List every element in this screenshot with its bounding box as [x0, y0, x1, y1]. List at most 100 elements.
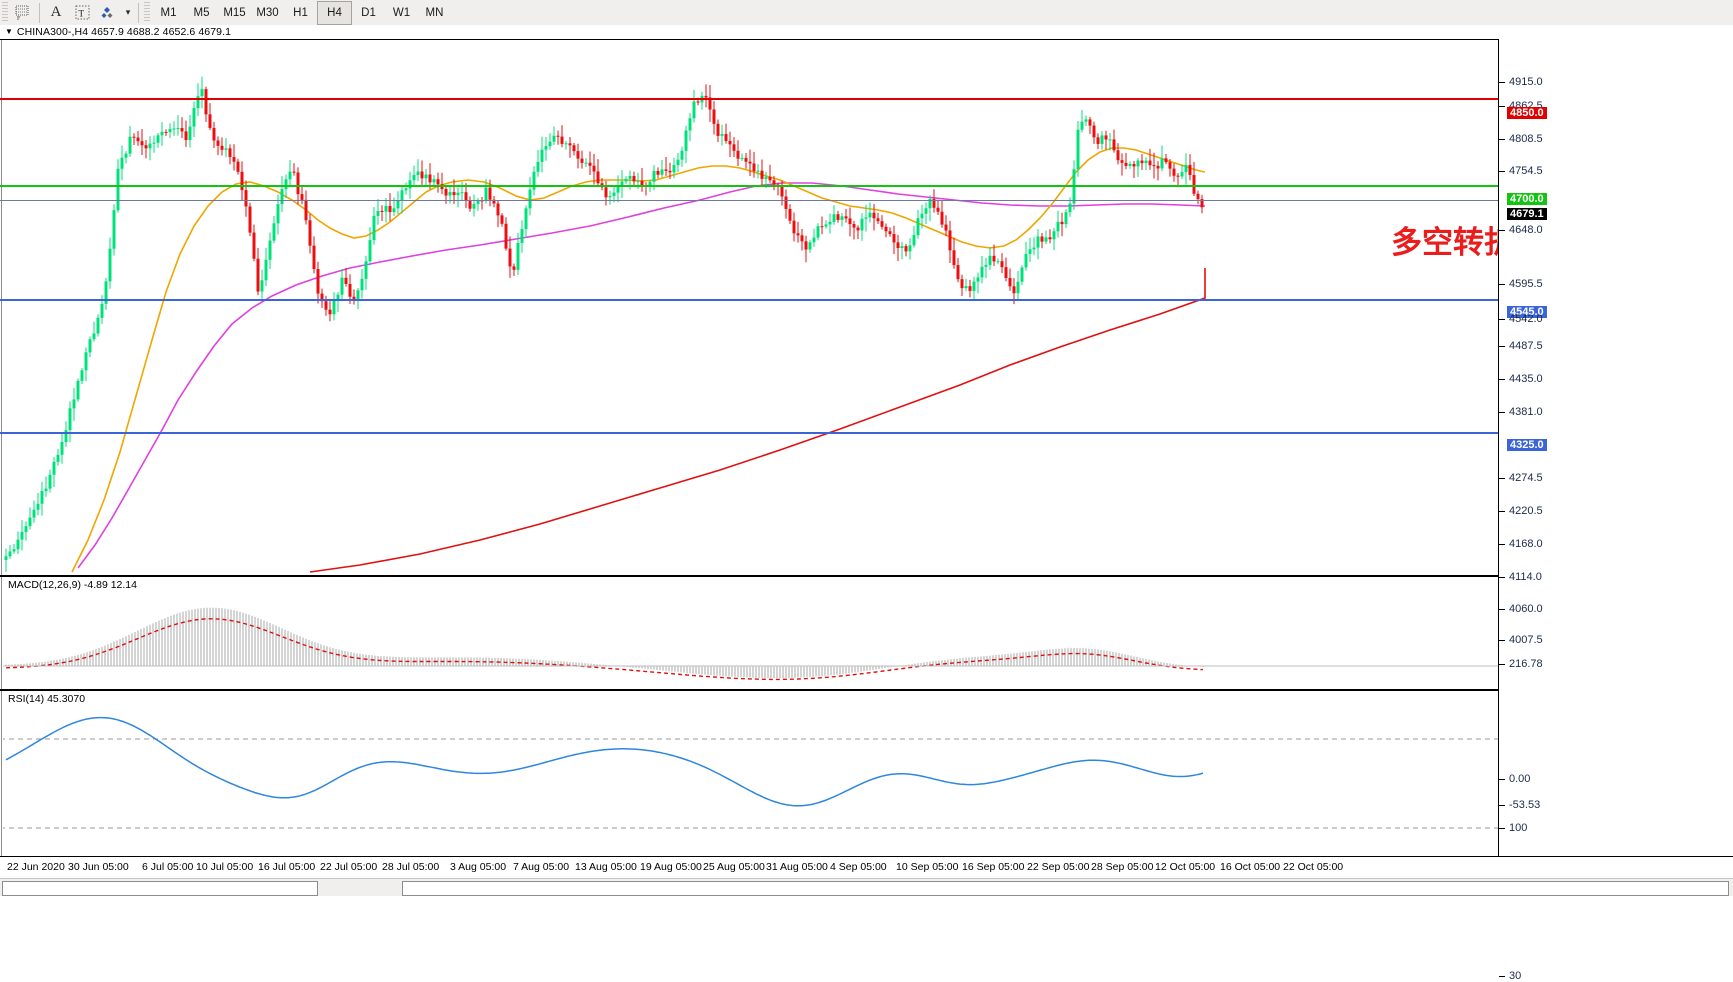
timeframe-group: M1 M5 M15 M30 H1 H4 D1 W1 MN	[152, 0, 451, 25]
price-label-4435.0: 4435.0	[1509, 373, 1543, 385]
timeframe-w1[interactable]: W1	[392, 6, 411, 19]
level-line-4850[interactable]	[0, 98, 1498, 100]
level-line-4679	[0, 200, 1498, 201]
axis-tick	[1499, 346, 1505, 347]
price-label--53.53: -53.53	[1509, 799, 1541, 811]
axis-tick	[1499, 319, 1505, 320]
price-pane[interactable]	[0, 39, 1498, 576]
price-label-4114.0: 4114.0	[1509, 571, 1542, 583]
price-label-4381.0: 4381.0	[1509, 406, 1543, 418]
ma-fast-line	[71, 147, 1206, 573]
axis-tick	[1499, 577, 1505, 578]
rsi-pane[interactable]: RSI(14) 45.3070	[0, 690, 1498, 858]
price-label-4595.5: 4595.5	[1509, 278, 1543, 290]
price-label-4679.1[interactable]: 4679.1	[1507, 208, 1547, 220]
ma-slow-line	[309, 268, 1206, 573]
level-line-4545[interactable]	[0, 299, 1498, 301]
label-tool-icon[interactable]: T	[69, 2, 95, 24]
candlestick-series	[4, 76, 1204, 572]
objects-tool-icon[interactable]	[95, 2, 121, 24]
crosshair-grid-icon[interactable]: F	[10, 2, 36, 24]
text-tool-icon[interactable]: A	[50, 4, 62, 20]
price-label-4007.5: 4007.5	[1509, 634, 1543, 646]
scrollbar-thumb-left[interactable]	[2, 881, 318, 896]
axis-tick	[1499, 478, 1505, 479]
macd-histogram	[5, 607, 1204, 679]
time-label: 28 Sep 05:00	[1091, 861, 1154, 873]
time-label: 7 Aug 05:00	[513, 861, 570, 873]
time-label: 22 Oct 05:00	[1283, 861, 1344, 873]
time-label: 10 Jul 05:00	[196, 861, 254, 873]
timeframe-m30[interactable]: M30	[256, 6, 279, 19]
svg-text:T: T	[78, 9, 84, 19]
collapse-chevron-icon[interactable]: ▼	[5, 27, 13, 36]
timeframe-h4[interactable]: H4	[317, 0, 352, 25]
chart-window: ▼ CHINA300-,H4 4657.9 4688.2 4652.6 4679…	[0, 25, 1733, 982]
price-pane-left-rail	[0, 40, 3, 575]
axis-tick	[1499, 544, 1505, 545]
time-axis[interactable]: 22 Jun 2020 30 Jun 05:00 6 Jul 05:00 10 Jul…	[0, 856, 1733, 879]
chevron-down-icon[interactable]: ▾	[125, 7, 131, 17]
axis-tick	[1499, 106, 1505, 107]
time-label: 22 Sep 05:00	[1027, 861, 1090, 873]
axis-tick	[1499, 284, 1505, 285]
axis-tick	[1499, 139, 1505, 140]
price-label-4915.0: 4915.0	[1509, 76, 1543, 88]
rsi-canvas	[0, 716, 1498, 829]
price-label-4487.5: 4487.5	[1509, 340, 1543, 352]
time-label: 4 Sep 05:00	[830, 861, 887, 873]
ma-medium-line	[77, 182, 1206, 569]
price-label-4325.0[interactable]: 4325.0	[1507, 439, 1547, 451]
time-label: 31 Aug 05:00	[766, 861, 828, 873]
price-label-4168.0: 4168.0	[1509, 538, 1543, 550]
macd-signal-line	[5, 618, 1204, 681]
price-label-30: 30	[1509, 970, 1522, 982]
macd-pane[interactable]: MACD(12,26,9) -4.89 12.14	[0, 576, 1498, 690]
price-scale-axis[interactable]: 4915.0 4862.5 4850.0 4808.5 4754.5 4700.0 4679…	[1498, 39, 1733, 982]
time-label: 22 Jun 2020	[7, 861, 65, 873]
timeframe-m15[interactable]: M15	[223, 6, 246, 19]
horizontal-scrollbar[interactable]	[0, 878, 1733, 896]
timeframe-d1[interactable]: D1	[361, 6, 376, 19]
time-label: 13 Aug 05:00	[575, 861, 637, 873]
timeframe-h1[interactable]: H1	[293, 6, 308, 19]
timeframe-mn[interactable]: MN	[425, 6, 444, 19]
axis-tick	[1499, 640, 1505, 641]
axis-tick	[1499, 779, 1505, 780]
time-label: 19 Aug 05:00	[640, 861, 702, 873]
time-label: 6 Jul 05:00	[142, 861, 194, 873]
time-label: 22 Jul 05:00	[320, 861, 378, 873]
toolbar-separator-1	[39, 2, 40, 23]
macd-pane-left-rail	[0, 577, 3, 689]
toolbar-drag-handle[interactable]	[2, 2, 8, 23]
price-label-4060.0: 4060.0	[1509, 603, 1543, 615]
time-label: 12 Oct 05:00	[1155, 861, 1216, 873]
price-label-4648.0: 4648.0	[1509, 224, 1543, 236]
axis-tick	[1499, 976, 1505, 977]
axis-tick	[1499, 828, 1505, 829]
price-label-4700.0[interactable]: 4700.0	[1507, 193, 1547, 205]
price-label-4545.0[interactable]: 4545.0	[1507, 306, 1547, 318]
time-label: 3 Aug 05:00	[450, 861, 507, 873]
price-chart-canvas[interactable]	[0, 40, 1498, 573]
timeframe-m5[interactable]: M5	[193, 6, 210, 19]
rsi-indicator-label: RSI(14) 45.3070	[8, 693, 86, 705]
time-label: 30 Jun 05:00	[68, 861, 129, 873]
time-label: 28 Jul 05:00	[382, 861, 440, 873]
level-line-4700[interactable]	[0, 185, 1498, 187]
scrollbar-thumb-right[interactable]	[402, 881, 1729, 896]
price-label-4220.5: 4220.5	[1509, 505, 1543, 517]
price-label-4850.0[interactable]: 4850.0	[1507, 107, 1547, 119]
level-line-4325[interactable]	[0, 432, 1498, 434]
axis-tick	[1499, 609, 1505, 610]
main-toolbar: F A T ▾ M1 M5 M15 M30 H1 H4 D1 W1 MN	[0, 0, 1733, 26]
symbol-info-bar: ▼ CHINA300-,H4 4657.9 4688.2 4652.6 4679…	[0, 25, 1733, 40]
macd-canvas	[0, 607, 1498, 681]
timeframe-m1[interactable]: M1	[160, 6, 177, 19]
timeframe-drag-handle[interactable]	[144, 2, 150, 23]
axis-tick	[1499, 379, 1505, 380]
time-label: 16 Oct 05:00	[1220, 861, 1281, 873]
price-label-100: 100	[1509, 822, 1528, 834]
axis-tick	[1499, 412, 1505, 413]
time-label: 25 Aug 05:00	[703, 861, 765, 873]
